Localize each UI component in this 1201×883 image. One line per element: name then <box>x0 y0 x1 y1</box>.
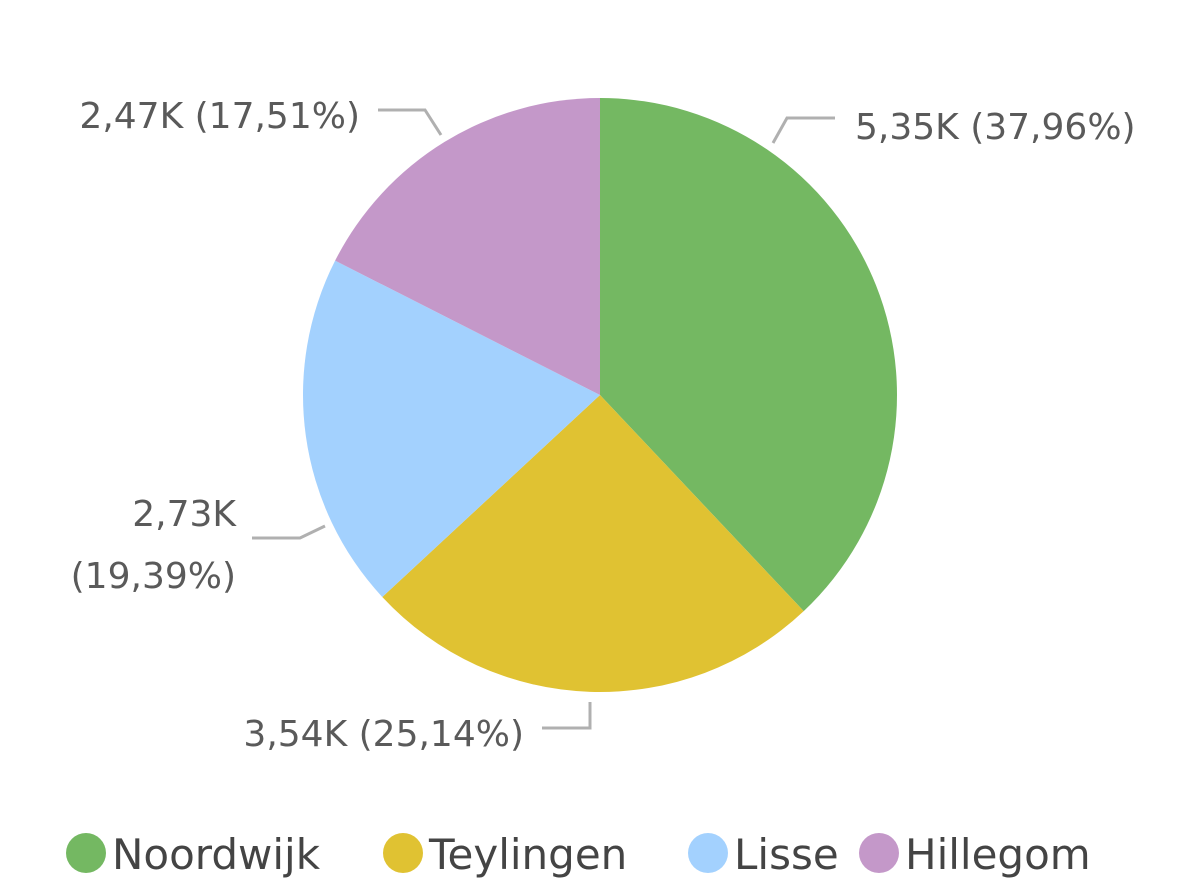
legend-label: Lisse <box>734 830 839 879</box>
data-label: 2,73K (19,39%) <box>70 494 236 597</box>
data-label: 3,54K (25,14%) <box>243 714 524 755</box>
pie-slice <box>335 98 600 395</box>
data-label: 2,47K (17,51%) <box>79 96 360 137</box>
pie-slice <box>600 98 897 612</box>
legend-marker <box>66 833 106 873</box>
legend-label: Hillegom <box>905 830 1091 879</box>
leader-line <box>771 116 835 144</box>
leader-line <box>252 524 326 540</box>
legend-marker <box>859 833 899 873</box>
pie-slice <box>302 260 600 598</box>
data-label: 5,35K (37,96%) <box>855 107 1136 148</box>
legend-marker <box>688 833 728 873</box>
leader-line <box>542 702 592 730</box>
legend-label: Teylingen <box>429 830 628 879</box>
leader-line <box>378 108 443 136</box>
legend-marker <box>383 833 423 873</box>
pie-slice <box>382 395 804 693</box>
legend-label: Noordwijk <box>112 830 321 879</box>
